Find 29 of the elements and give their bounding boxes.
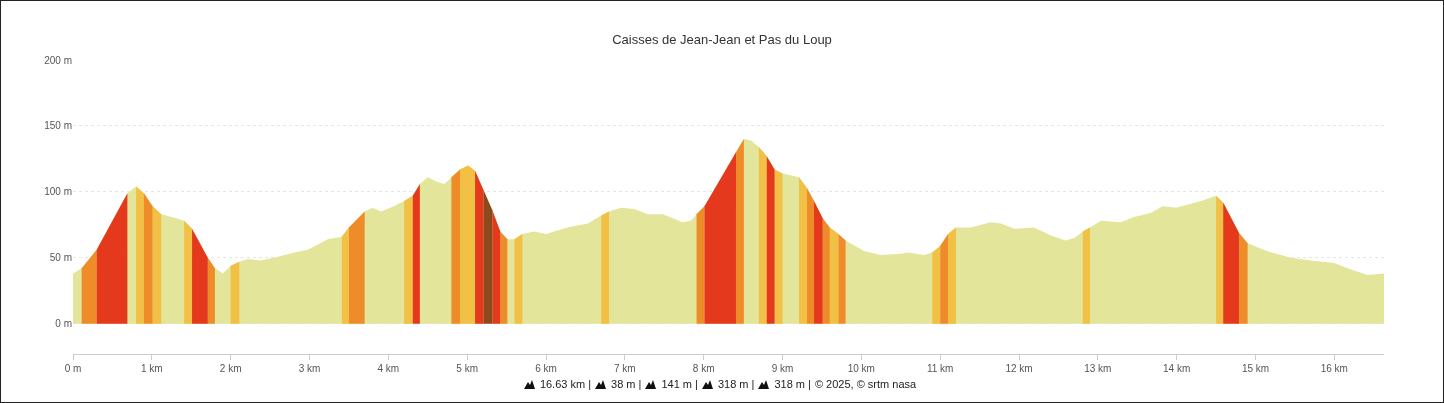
x-tick-label: 0 m (64, 363, 82, 374)
text: 318 m | (774, 378, 811, 390)
y-tick-label: 0 m (55, 318, 72, 330)
text: © 2025, © srtm nasa (814, 378, 917, 390)
x-tick-label: 16 km (1320, 363, 1348, 374)
x-tick-label: 4 km (377, 363, 400, 374)
x-tick-label: 2 km (219, 363, 242, 374)
text: 38 m | (611, 378, 642, 390)
x-tick-label: 6 km (535, 363, 557, 374)
x-tick-label: 10 km (847, 363, 875, 374)
x-tick-label: 5 km (456, 363, 479, 374)
text: 141 m | (661, 378, 698, 390)
y-tick-label: 150 m (44, 120, 72, 132)
x-tick-label: 11 km (926, 363, 954, 374)
x-tick-label: 1 km (140, 363, 163, 374)
text: 318 m | (717, 378, 755, 390)
x-tick-label: 13 km (1084, 363, 1112, 374)
chart-title: Caisses de Jean-Jean et Pas du Loup (612, 31, 832, 47)
x-tick-label: 12 km (1005, 363, 1033, 374)
x-tick-label: 9 km (771, 363, 794, 374)
x-tick-label: 7 km (613, 363, 636, 374)
x-tick-label: 14 km (1163, 363, 1191, 374)
y-tick-label: 100 m (44, 186, 72, 198)
x-tick-label: 3 km (298, 363, 321, 374)
y-tick-label: 200 m (44, 54, 72, 66)
x-tick-label: 8 km (692, 363, 715, 374)
y-tick-label: 50 m (49, 252, 72, 264)
x-tick-label: 15 km (1241, 363, 1270, 374)
text: 16.63 km | (539, 378, 592, 390)
